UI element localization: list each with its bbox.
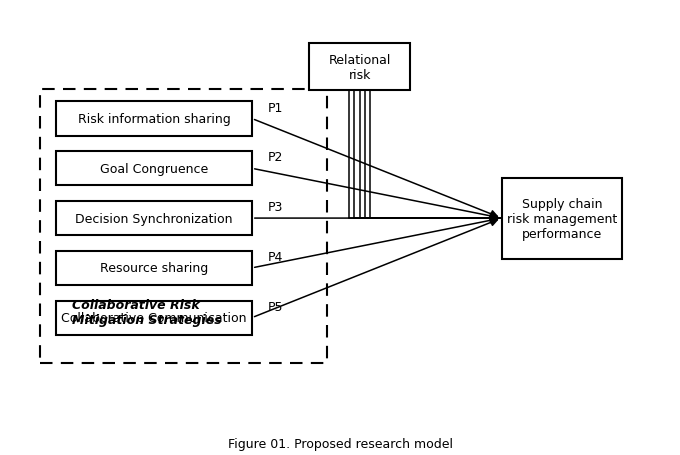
Bar (39, 90, 327, 364)
Text: Decision Synchronization: Decision Synchronization (75, 212, 233, 225)
Text: P4: P4 (268, 250, 284, 263)
Text: Relational
risk: Relational risk (328, 54, 391, 81)
Text: P2: P2 (268, 151, 284, 164)
Bar (56, 202, 252, 236)
Text: Risk information sharing: Risk information sharing (78, 113, 231, 126)
Text: Resource sharing: Resource sharing (100, 262, 208, 275)
Text: P1: P1 (268, 101, 284, 114)
Text: Goal Congruence: Goal Congruence (100, 162, 208, 176)
Bar (309, 44, 410, 91)
Bar (502, 178, 622, 259)
Bar (56, 152, 252, 186)
Text: Figure 01. Proposed research model: Figure 01. Proposed research model (228, 437, 452, 450)
Bar (56, 251, 252, 285)
Text: Supply chain
risk management
performance: Supply chain risk management performance (507, 197, 617, 240)
Bar (56, 301, 252, 335)
Text: P5: P5 (268, 300, 284, 313)
Text: Collaborative Communication: Collaborative Communication (61, 312, 247, 324)
Bar (56, 102, 252, 136)
Text: P3: P3 (268, 201, 284, 214)
Text: Collaborative Risk
Mitigation Strategies: Collaborative Risk Mitigation Strategies (72, 298, 222, 326)
